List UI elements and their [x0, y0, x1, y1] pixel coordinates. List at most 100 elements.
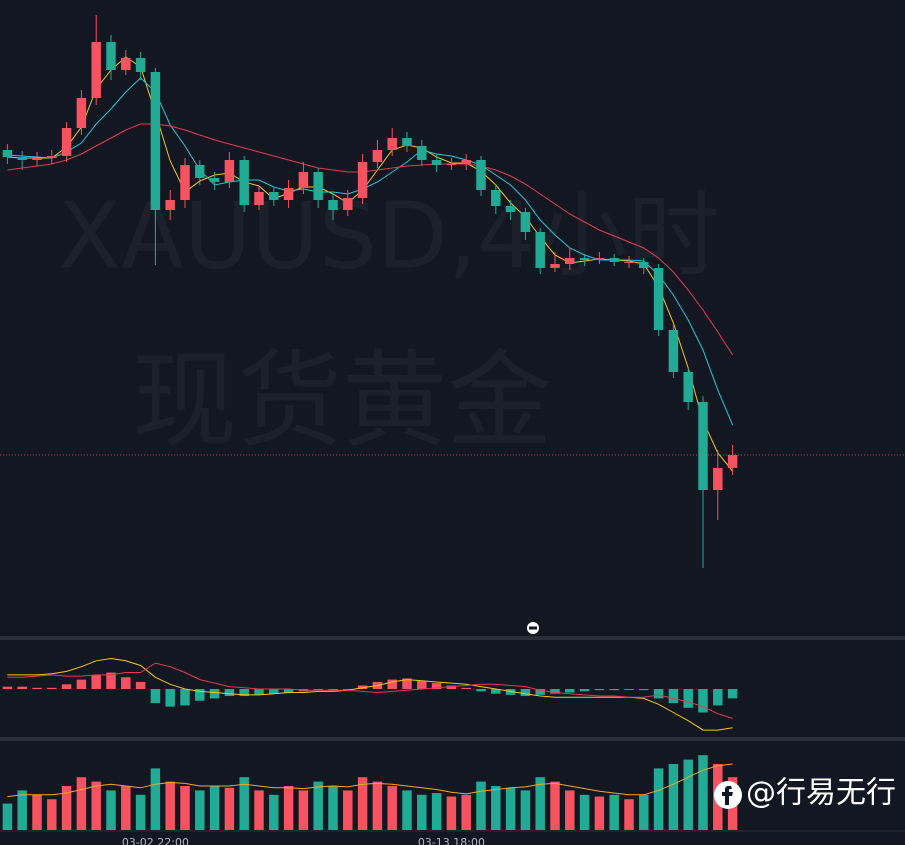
candle-body — [698, 402, 708, 490]
macd-bar — [269, 689, 279, 694]
candle-body — [269, 192, 279, 200]
candle-body — [150, 72, 161, 210]
macd-bar — [209, 689, 220, 699]
candle-body — [565, 258, 575, 264]
macd-bar — [446, 685, 457, 689]
candle-body — [343, 198, 353, 210]
candle-body — [357, 162, 368, 198]
candle-body — [372, 150, 383, 162]
candle-body — [417, 146, 427, 160]
volume-bar — [165, 781, 175, 830]
pane-separator — [0, 737, 905, 741]
volume-bar — [579, 794, 590, 830]
volume-bar — [698, 755, 708, 830]
macd-bar — [343, 689, 353, 690]
candle-body — [76, 98, 87, 128]
volume-bar — [224, 787, 235, 830]
pane-separator — [0, 636, 905, 640]
macd-bar — [283, 689, 294, 693]
macd-bar — [476, 689, 486, 692]
volume-bar — [372, 781, 383, 830]
volume-bar — [343, 790, 353, 830]
candle-body — [106, 42, 116, 70]
candle-body — [180, 165, 190, 200]
volume-bar — [17, 790, 27, 830]
macd-bar — [32, 687, 42, 689]
volume-bar — [520, 790, 531, 830]
macd-bar — [505, 689, 516, 695]
volume-bar — [47, 799, 57, 830]
volume-bar — [402, 790, 412, 830]
logo: @行易无行 — [714, 776, 896, 811]
volume-bar — [328, 786, 338, 830]
candle-body — [61, 128, 72, 156]
macd-bar — [461, 687, 471, 689]
macd-bar — [535, 689, 545, 695]
volume-bar — [446, 796, 457, 830]
macd-bar — [47, 687, 57, 689]
macd-bar — [180, 689, 190, 706]
macd-bar — [106, 672, 116, 689]
macd-bar — [609, 689, 619, 691]
macd-bar — [195, 689, 205, 701]
volume-bar — [91, 781, 101, 830]
candle-body — [2, 150, 13, 157]
volume-bar — [461, 794, 471, 830]
macd-bar — [624, 689, 634, 690]
macd-bar — [91, 674, 101, 689]
marker-icon — [527, 622, 539, 634]
macd-bar — [653, 689, 664, 699]
candle-body — [47, 156, 57, 158]
macd-bar — [698, 689, 708, 713]
macd-bar — [683, 689, 693, 708]
candle-body — [683, 372, 693, 402]
candle-body — [594, 258, 605, 260]
volume-bar — [624, 799, 634, 830]
candle-body — [32, 158, 42, 160]
volume-bar — [195, 790, 205, 830]
macd-bar — [387, 679, 397, 689]
volume-bar — [135, 794, 146, 830]
candle-body — [624, 262, 634, 263]
candle-body — [239, 160, 249, 205]
macd-bar — [239, 689, 249, 697]
candle-body — [609, 258, 619, 262]
macd-bar — [254, 689, 264, 695]
macd-bar — [313, 689, 323, 691]
candle-body — [91, 42, 101, 98]
macd-bar — [491, 689, 501, 694]
candle-body — [195, 165, 205, 178]
macd-bar — [61, 684, 72, 689]
macd-dea — [7, 662, 733, 719]
macd-dif — [7, 657, 733, 731]
macd-bar — [431, 683, 442, 689]
volume-bar — [32, 794, 42, 830]
volume-bar — [417, 794, 427, 830]
macd-bar — [579, 689, 590, 692]
candle-body — [298, 172, 309, 188]
volume-bar — [269, 794, 279, 830]
volume-bar — [357, 777, 368, 830]
candle-body — [283, 188, 294, 200]
volume-bar — [313, 781, 323, 830]
watermark-sub: 现货黄金 — [132, 340, 552, 462]
macd-bar — [121, 677, 131, 689]
candle-body — [387, 138, 397, 150]
volume-bar — [209, 786, 220, 830]
candle-body — [653, 268, 664, 330]
volume-bar — [106, 790, 116, 830]
candle-body — [639, 262, 649, 268]
volume-bar — [76, 777, 87, 830]
candle-body — [402, 138, 412, 146]
macd-bar — [713, 689, 723, 706]
macd-bar — [402, 678, 412, 689]
volume-bar — [180, 786, 190, 830]
macd-bar — [76, 679, 87, 689]
candle-body — [224, 160, 235, 182]
candle-body — [254, 192, 264, 205]
moving-average — [7, 123, 734, 356]
volume-ma — [7, 763, 733, 798]
macd-bar — [520, 689, 531, 697]
logo-icon-glyph — [722, 786, 733, 805]
